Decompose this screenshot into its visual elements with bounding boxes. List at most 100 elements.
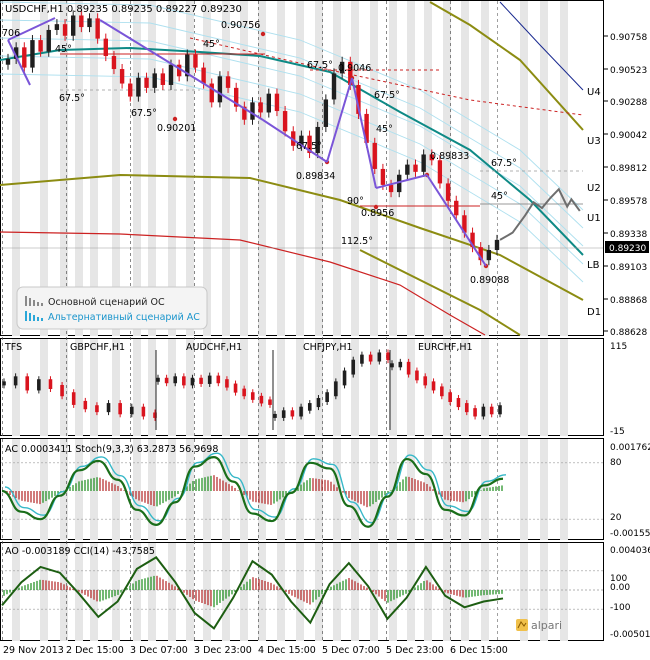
trend-line [326, 77, 353, 163]
angle-label: 67.5° [296, 141, 322, 152]
ao-scale: -100 [610, 603, 631, 613]
tfs-candle [242, 388, 246, 397]
tfs-candle [207, 375, 212, 384]
envelope-line [0, 73, 584, 283]
time-tick: 5 Dec 23:00 [386, 645, 444, 656]
time-tick: 6 Dec 15:00 [450, 645, 508, 656]
candle-body [339, 61, 345, 74]
session-stripe [560, 439, 568, 540]
candle-body [364, 113, 369, 143]
session-stripe [424, 543, 432, 641]
ao-cci-series [1, 556, 603, 630]
trend-line [426, 174, 487, 267]
price-tick: 0.88868 [610, 296, 647, 306]
tfs-candle [281, 410, 286, 418]
price-annotation: 0.89834 [296, 171, 335, 182]
candle-body [331, 73, 337, 100]
candle-body [234, 87, 239, 107]
alpari-logo: alpari [516, 619, 562, 632]
session-stripe [168, 339, 176, 436]
stoch-main-line [1, 456, 504, 528]
candle-body [274, 93, 280, 112]
session-stripe [481, 543, 489, 641]
candle-body [185, 54, 190, 77]
session-stripe [60, 1, 68, 336]
level-label: U3 [587, 136, 601, 147]
tfs-candle [290, 410, 295, 417]
trend-line [99, 19, 264, 121]
session-stripe [560, 339, 568, 436]
trend-line [7, 17, 56, 41]
tfs-candle [95, 405, 99, 413]
tfs-title: TFS [4, 342, 22, 353]
candle-body [209, 83, 214, 103]
session-stripe [520, 543, 528, 641]
candle-body [201, 67, 206, 84]
price-candles [5, 10, 500, 269]
candle-body [307, 135, 312, 154]
session-stripe [315, 339, 323, 436]
candle-body [454, 200, 459, 216]
cci-line [1, 556, 504, 630]
angle-label: 67.5° [374, 90, 400, 101]
trend-line [351, 77, 377, 189]
tfs-candle [481, 406, 486, 417]
candle-body [30, 40, 35, 68]
candle-body [445, 183, 451, 201]
session-stripe [370, 543, 378, 641]
brand-name: alpari [531, 619, 562, 632]
primary-scenario-icon [25, 296, 43, 306]
session-stripe [133, 439, 141, 540]
tfs-candle [464, 403, 469, 413]
session-stripe [258, 1, 266, 336]
tfs-candle [48, 379, 53, 389]
envelope-line [0, 1, 584, 211]
session-stripe [258, 339, 266, 436]
price-tick: 0.89338 [610, 230, 647, 240]
session-stripe [186, 339, 194, 436]
tfs-candle [129, 406, 134, 415]
candle-body [193, 54, 198, 68]
tfs-candle [498, 405, 502, 415]
angle-label: 90° [347, 196, 364, 207]
regression-lower [359, 249, 521, 336]
scenario-primary-line [499, 187, 581, 241]
candle-body [87, 18, 92, 28]
tfs-pair: AUDCHF,H1 [186, 342, 242, 353]
main-header: USDCHF,H1 0.89235 0.89235 0.89227 0.8923… [5, 4, 242, 15]
candle-body [372, 142, 377, 169]
candle-body [152, 73, 157, 88]
tfs-candle [351, 359, 356, 375]
candle-body [250, 102, 255, 120]
session-stripe [133, 339, 141, 436]
candle-body [462, 215, 467, 233]
candle-body [242, 106, 247, 120]
tfs-candle [83, 400, 88, 410]
angle-label: 45° [376, 124, 393, 135]
session-stripe [296, 439, 304, 540]
ac-scale: -0.001554 [610, 529, 650, 539]
session-stripe [540, 439, 548, 540]
session-stripe [370, 339, 378, 436]
session-stripe [351, 1, 359, 336]
time-axis: 29 Nov 2013 2 Dec 15:00 3 Dec 07:00 3 De… [3, 645, 508, 656]
ma-red-line [0, 231, 486, 336]
candle-body [486, 250, 492, 261]
price-tick: 0.90523 [610, 66, 647, 76]
tfs-candle [334, 381, 338, 397]
tfs-candle [415, 370, 419, 381]
session-stripe [40, 543, 48, 641]
session-stripe [240, 543, 248, 641]
session-stripe [277, 339, 285, 436]
tfs-candle [216, 375, 221, 384]
session-stripe [520, 1, 528, 336]
tfs-pair: EURCHF,H1 [418, 342, 473, 353]
tfs-candle [448, 392, 452, 403]
pivot-point [172, 116, 178, 122]
tfs-candle [199, 377, 203, 384]
session-stripe [296, 543, 304, 641]
level-labels: U4 U3 U2 U1 LB D1 [587, 87, 601, 318]
session-stripe [315, 1, 323, 336]
